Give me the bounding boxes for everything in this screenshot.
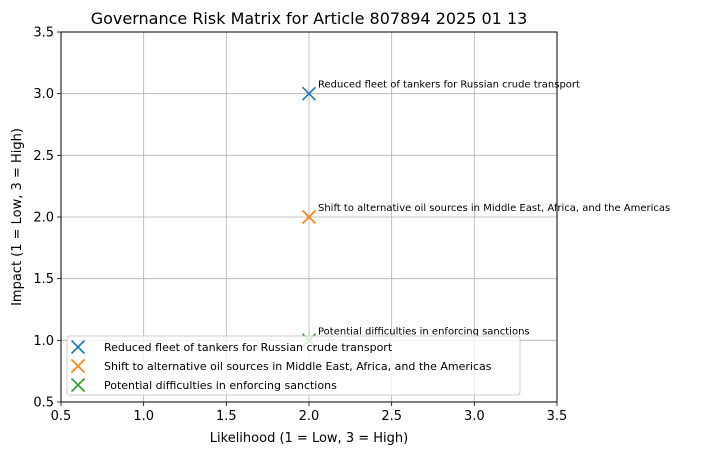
legend-box — [66, 335, 521, 396]
x-tick-label: 0.5 — [51, 409, 72, 424]
legend-marker-stroke — [70, 339, 86, 355]
scatter-point — [301, 209, 317, 225]
legend-label: Potential difficulties in enforcing sanc… — [104, 379, 337, 392]
point-marker-stroke — [301, 86, 317, 101]
x-tick-label: 2.5 — [381, 409, 402, 424]
x-tick-label: 1.5 — [216, 409, 237, 424]
y-tick-label: 2.5 — [33, 149, 54, 164]
y-tick-label: 3.0 — [33, 87, 54, 102]
y-tick-label: 1.0 — [33, 334, 54, 349]
x-tick-label: 1.0 — [133, 409, 154, 424]
y-tick-label: 1.5 — [33, 272, 54, 287]
chart-title: Governance Risk Matrix for Article 80789… — [91, 9, 528, 28]
legend: Reduced fleet of tankers for Russian cru… — [66, 335, 521, 396]
x-tick-label: 3.5 — [547, 409, 568, 424]
legend-item: Potential difficulties in enforcing sanc… — [70, 377, 337, 393]
y-axis-ticks: 0.5 1.0 1.5 2.0 2.5 3.0 3.5 — [33, 26, 61, 411]
y-tick-label: 2.0 — [33, 211, 54, 226]
y-tick-label: 3.5 — [33, 26, 54, 41]
x-axis-label: Likelihood (1 = Low, 3 = High) — [210, 431, 408, 446]
scatter-point — [301, 86, 317, 101]
legend-marker-stroke — [70, 377, 86, 393]
legend-marker-stroke — [70, 358, 86, 374]
point-marker-stroke — [301, 209, 317, 225]
legend-item: Reduced fleet of tankers for Russian cru… — [70, 339, 393, 355]
point-annotation: Shift to alternative oil sources in Midd… — [318, 203, 670, 214]
y-axis-label: Impact (1 = Low, 3 = High) — [10, 128, 25, 306]
legend-label: Shift to alternative oil sources in Midd… — [104, 360, 492, 373]
point-annotation: Potential difficulties in enforcing sanc… — [318, 326, 530, 337]
x-tick-label: 2.0 — [299, 409, 320, 424]
legend-label: Reduced fleet of tankers for Russian cru… — [104, 341, 393, 354]
y-tick-label: 0.5 — [33, 396, 54, 411]
point-annotations: Reduced fleet of tankers for Russian cru… — [318, 80, 670, 338]
x-axis-ticks: 0.5 1.0 1.5 2.0 2.5 3.0 3.5 — [51, 402, 568, 424]
x-tick-label: 3.0 — [464, 409, 485, 424]
point-annotation: Reduced fleet of tankers for Russian cru… — [318, 80, 580, 91]
legend-item: Shift to alternative oil sources in Midd… — [70, 358, 492, 374]
